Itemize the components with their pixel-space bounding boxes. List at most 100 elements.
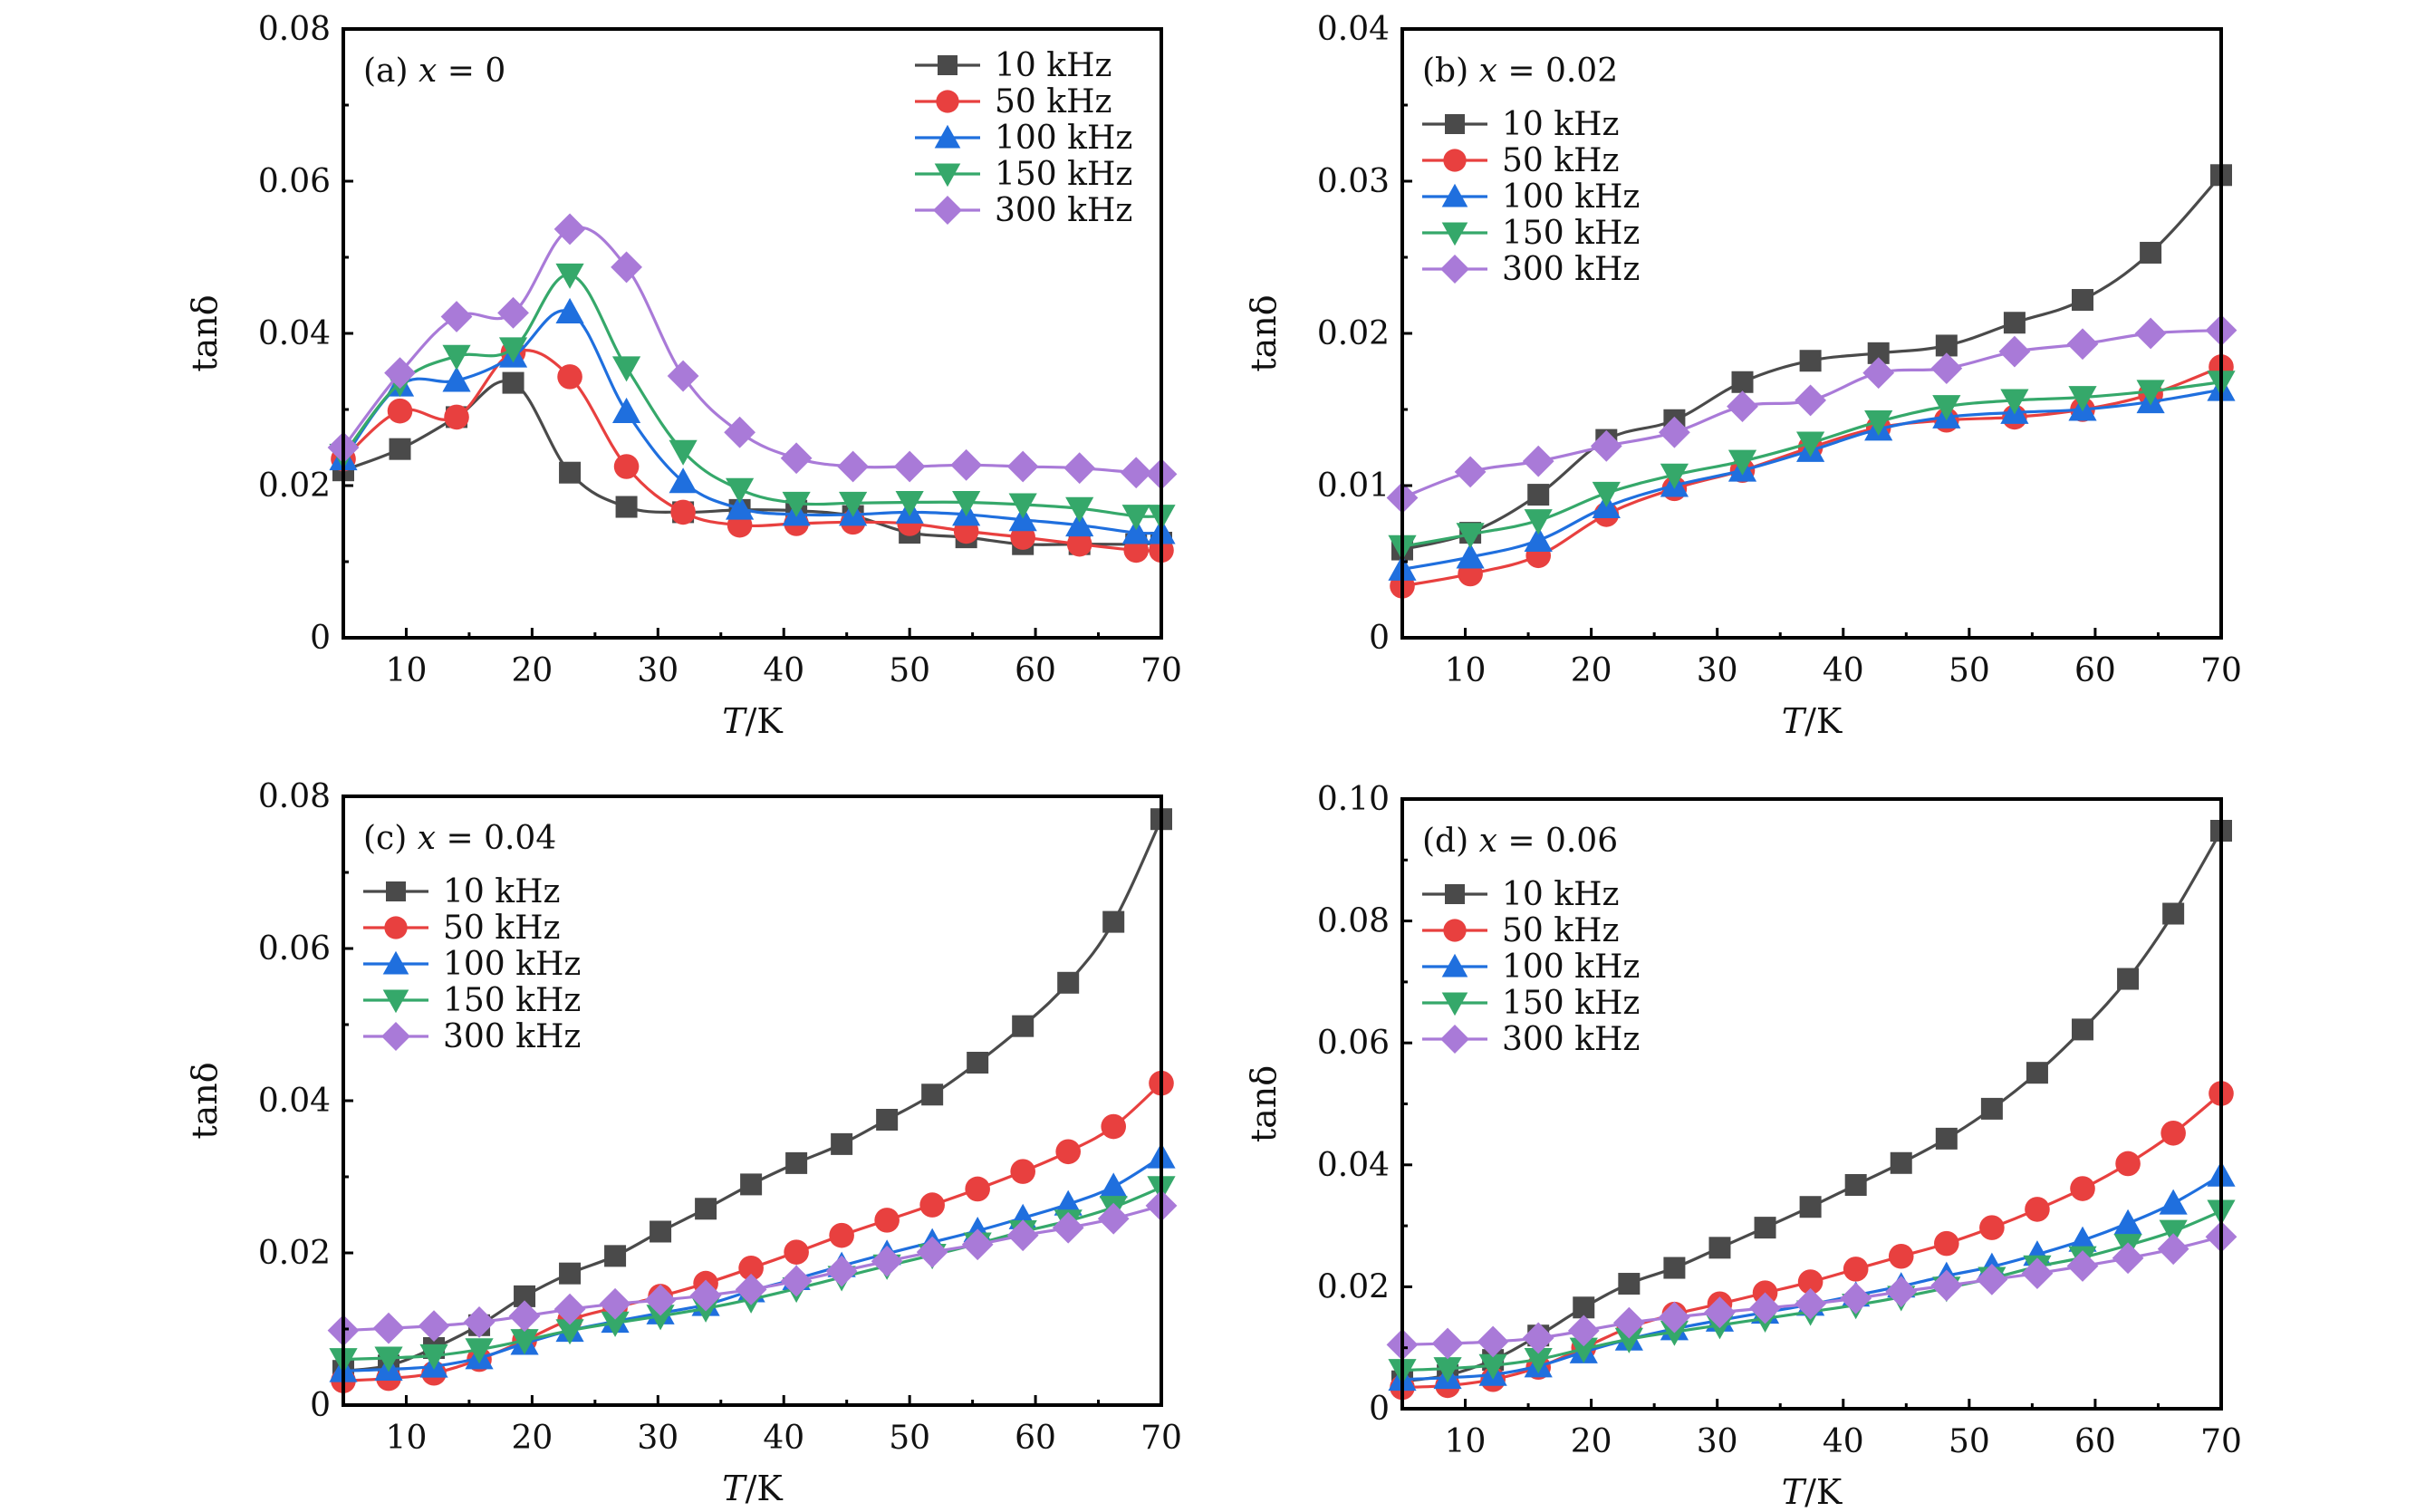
data-point [1121,505,1150,531]
data-point [1431,1327,1464,1360]
legend-label: 100 kHz [443,946,581,983]
data-point [669,439,698,466]
data-point [1890,1151,1912,1174]
data-point [1618,1273,1641,1295]
legend-marker-icon [1441,992,1468,1016]
data-point [387,398,413,424]
panel-b: 10 20 30 40 50 60 70 T/K 0 0.01 0.02 0.03 0.04 tanδ (b… [1244,11,2242,741]
data-point [1660,463,1689,489]
data-point [1456,523,1485,549]
legend-marker-icon [936,90,959,113]
series-300-khz [1386,314,2237,514]
legend-marker-icon [381,1022,410,1051]
legend-label: 10 kHz [995,47,1111,84]
data-point [442,366,471,392]
data-point [740,1173,763,1196]
data-point [2021,1257,2054,1289]
legend-label: 150 kHz [443,982,581,1019]
data-point [1749,1292,1781,1324]
legend-marker-icon [934,163,961,188]
data-point [689,1279,722,1312]
data-point [2025,1197,2050,1222]
data-point [785,1151,808,1174]
data-point [650,1220,672,1243]
legend-label: 50 kHz [443,910,560,947]
data-point [2066,1250,2099,1282]
data-point [1478,1353,1507,1380]
data-point [510,1329,539,1355]
x-tick-label: 60 [1015,1420,1056,1457]
data-point [1055,1139,1081,1165]
data-point [1840,1282,1872,1315]
legend-marker-icon [384,916,408,939]
y-tick-label: 0.01 [1317,467,1390,505]
x-axis: 10 20 30 40 50 60 70 T/K [1445,1399,2242,1512]
data-point [1843,1257,1869,1282]
data-point [837,450,870,483]
data-point [780,442,813,475]
x-tick-label: 50 [889,1420,930,1457]
data-point [553,1293,586,1325]
data-point [1864,409,1893,437]
data-point [1612,1306,1645,1339]
data-point [613,454,640,479]
data-point [876,1109,899,1131]
legend-label: 50 kHz [1502,912,1619,949]
panel-a: 10 20 30 40 50 60 70 T/K 0 0.02 0.04 0.06 0.08 tanδ (a… [185,11,1182,741]
x-tick-label: 40 [763,652,804,689]
legend-item: 150 kHz [915,156,1132,193]
data-point [965,1176,990,1202]
x-tick-label: 40 [763,1420,804,1457]
y-axis-title: tanδ [1244,294,1284,371]
legend-label: 150 kHz [1502,215,1640,252]
data-point [2068,386,2097,412]
data-point [1614,1327,1643,1353]
data-point [418,1310,450,1343]
data-point [440,301,473,332]
data-point [2136,380,2165,406]
y-tick-label: 0.10 [1317,781,1390,818]
legend-item: 150 kHz [363,982,581,1019]
data-point [1573,1296,1595,1319]
x-tick-label: 10 [386,1420,428,1457]
data-point [599,1287,631,1320]
y-tick-label: 0 [310,1387,331,1424]
x-tick-label: 20 [1571,1423,1612,1460]
legend-item: 300 kHz [363,1018,581,1055]
data-point [384,357,416,390]
panel-d: 10 20 30 40 50 60 70 T/K 0 0.02 0.04 0.06 0.08 0.10 ta… [1244,781,2242,1512]
legend-item: 50 kHz [363,910,560,947]
series-50-khz [1390,1081,2234,1401]
y-tick-label: 0.04 [1317,1147,1390,1184]
data-point [1799,350,1822,372]
data-point [502,371,524,394]
data-point [895,491,924,517]
data-point [555,1319,584,1345]
data-point [615,496,638,518]
data-point [1659,1301,1690,1334]
legend-marker-icon [1441,222,1468,246]
x-tick-label: 10 [1445,1423,1487,1460]
panel-label: (d) x = 0.06 [1422,823,1618,860]
y-tick-label: 0.08 [1317,903,1390,940]
x-axis-title: T/K [1782,701,1843,741]
data-point [1063,452,1096,485]
data-point [1795,384,1827,417]
x-tick-label: 40 [1823,652,1864,689]
data-point [1797,1269,1824,1295]
data-point [1844,1174,1867,1197]
data-point [559,461,582,484]
data-point [1057,971,1080,994]
data-point [919,1192,945,1218]
data-point [784,1239,809,1265]
data-point [950,448,983,481]
data-point [1888,1243,1914,1269]
data-point [1796,431,1825,457]
data-point [601,1311,630,1337]
plot-area [327,213,1178,563]
plot-area [327,808,1178,1393]
legend-label: 100 kHz [995,120,1132,157]
data-point [1976,1263,2008,1295]
data-point [831,1132,853,1155]
x-tick-label: 50 [889,652,930,689]
